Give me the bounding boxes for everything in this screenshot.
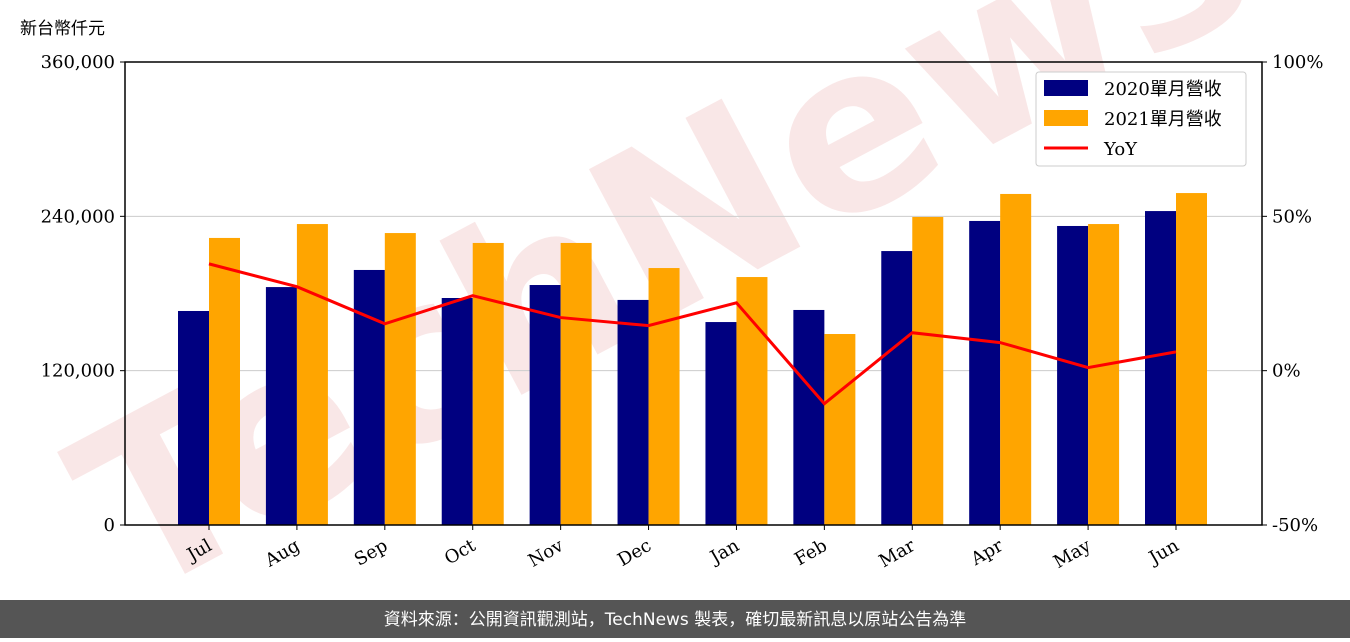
bar <box>736 277 768 525</box>
bar <box>472 242 504 526</box>
bar <box>1145 211 1176 525</box>
bar <box>824 334 856 525</box>
x-tick-label: Nov <box>525 535 568 572</box>
footer: 資料來源：公開資訊觀測站，TechNews 製表，確切最新訊息以原站公告為準 <box>384 610 966 630</box>
y-axis-label: 新台幣仟元 <box>20 19 105 39</box>
y-tick-label: 120,000 <box>41 361 115 382</box>
bar <box>178 310 209 525</box>
x-tick-label: Jun <box>1144 535 1183 570</box>
bar <box>560 242 592 526</box>
bar <box>529 285 561 525</box>
legend-label: 2021單月營收 <box>1104 109 1222 130</box>
bar <box>441 298 473 525</box>
y2-tick-label: 100% <box>1272 52 1323 73</box>
bar <box>705 322 737 525</box>
bar <box>296 224 328 526</box>
bar <box>1088 224 1120 526</box>
bar <box>209 237 240 525</box>
bar <box>912 216 944 526</box>
bar <box>1000 193 1032 525</box>
bar <box>648 268 680 525</box>
legend-box <box>1035 71 1247 167</box>
y2-tick-label: 50% <box>1272 206 1312 227</box>
x-tick-label: Feb <box>791 535 831 570</box>
x-tick-label: Oct <box>441 535 480 570</box>
y-tick-label: 360,000 <box>41 52 115 73</box>
bar <box>793 309 825 525</box>
y2-tick-label: 0% <box>1272 361 1301 382</box>
legend-label: 2020單月營收 <box>1104 79 1222 100</box>
y-tick-label: 0 <box>104 515 115 536</box>
legend-swatch <box>1044 80 1088 96</box>
bar <box>1057 225 1089 525</box>
legend-swatch <box>1044 110 1088 126</box>
x-tick-label: Mar <box>876 535 920 572</box>
bar <box>881 251 913 525</box>
bar <box>265 287 297 525</box>
legend-label: YoY <box>1103 139 1138 160</box>
y-tick-label: 240,000 <box>41 206 115 227</box>
x-tick-label: May <box>1050 535 1095 573</box>
bar <box>617 299 649 525</box>
bar <box>384 233 416 525</box>
bar <box>353 269 385 525</box>
x-tick-label: Dec <box>614 535 655 571</box>
line <box>208 262 1177 406</box>
plot-frame <box>124 61 1263 526</box>
footer-bar <box>0 600 1350 638</box>
y2-tick-label: -50% <box>1272 515 1318 536</box>
x-tick-label: Jan <box>705 535 743 569</box>
bar <box>1176 193 1207 525</box>
x-tick-label: Apr <box>967 535 1007 570</box>
bar <box>969 220 1001 526</box>
